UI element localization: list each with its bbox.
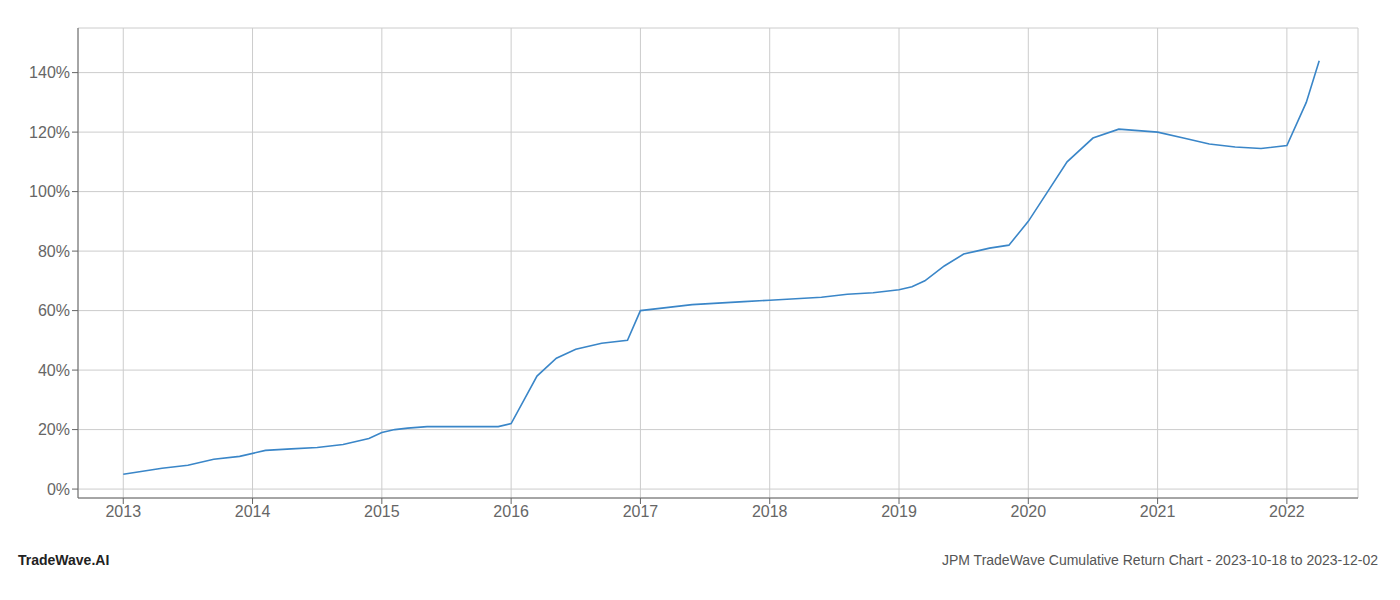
svg-text:0%: 0% xyxy=(47,481,70,498)
svg-text:140%: 140% xyxy=(29,64,70,81)
svg-text:2022: 2022 xyxy=(1269,503,1305,520)
svg-text:20%: 20% xyxy=(38,421,70,438)
svg-text:2021: 2021 xyxy=(1140,503,1176,520)
svg-text:2016: 2016 xyxy=(493,503,529,520)
svg-text:2015: 2015 xyxy=(364,503,400,520)
svg-text:80%: 80% xyxy=(38,243,70,260)
svg-text:40%: 40% xyxy=(38,362,70,379)
svg-text:2019: 2019 xyxy=(881,503,917,520)
svg-text:120%: 120% xyxy=(29,124,70,141)
svg-text:2017: 2017 xyxy=(623,503,659,520)
svg-text:100%: 100% xyxy=(29,183,70,200)
svg-text:2014: 2014 xyxy=(235,503,271,520)
svg-text:60%: 60% xyxy=(38,302,70,319)
svg-text:2018: 2018 xyxy=(752,503,788,520)
svg-text:2020: 2020 xyxy=(1011,503,1047,520)
html-text:JPM TradeWave Cumulative Retur: JPM TradeWave Cumulative Return Chart - … xyxy=(942,552,1378,568)
svg-text:2013: 2013 xyxy=(105,503,141,520)
html-text:TradeWave.AI: TradeWave.AI xyxy=(18,552,110,568)
